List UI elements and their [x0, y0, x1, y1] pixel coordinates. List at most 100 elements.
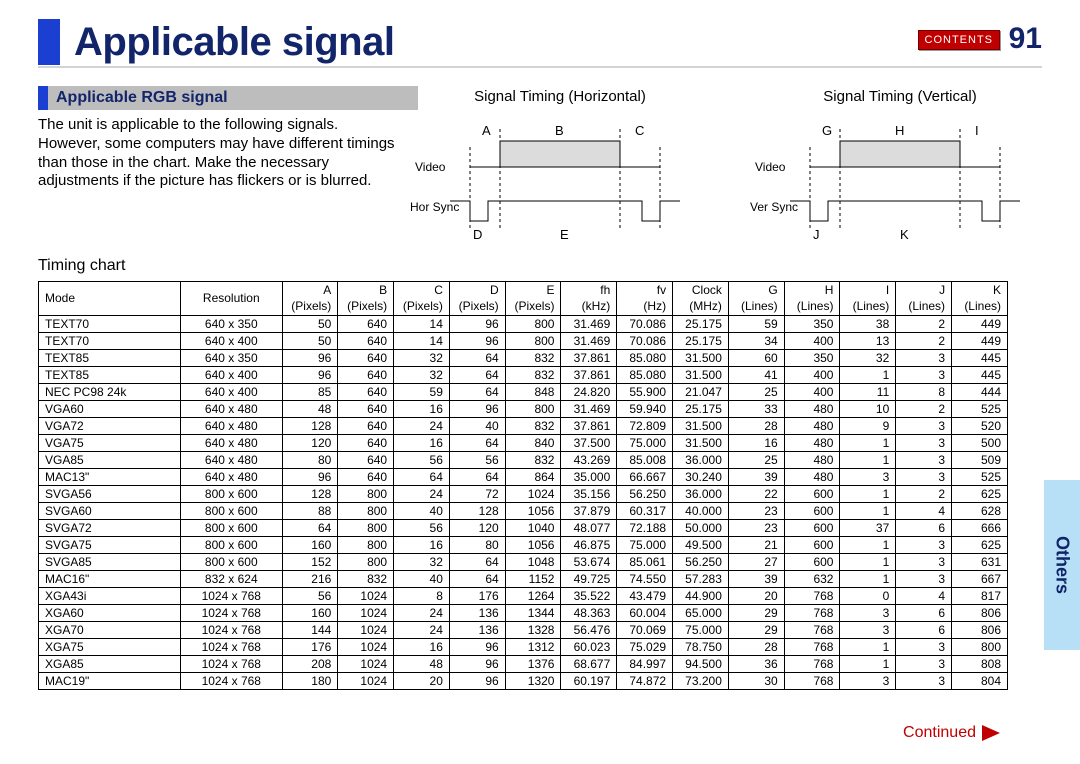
table-cell: 16	[394, 639, 450, 656]
col-unit: (Pixels)	[394, 299, 450, 316]
table-cell: VGA85	[39, 452, 181, 469]
table-cell: 37.879	[561, 503, 617, 520]
table-cell: 57.283	[673, 571, 729, 588]
vertical-timing-diagram: Signal Timing (Vertical) G H I J K Video…	[750, 88, 1050, 251]
table-cell: MAC19"	[39, 673, 181, 690]
table-cell: TEXT85	[39, 367, 181, 384]
table-cell: 3	[896, 435, 952, 452]
table-cell: 56	[394, 520, 450, 537]
table-cell: 1	[840, 656, 896, 673]
table-cell: 70.086	[617, 333, 673, 350]
table-cell: 48.363	[561, 605, 617, 622]
table-cell: 400	[784, 333, 840, 350]
table-cell: 445	[952, 350, 1008, 367]
col-header: Mode	[39, 282, 181, 316]
col-unit: (Pixels)	[505, 299, 561, 316]
continued-indicator: Continued	[903, 724, 1000, 742]
table-cell: 600	[784, 554, 840, 571]
table-cell: 75.000	[617, 435, 673, 452]
table-cell: 136	[449, 622, 505, 639]
table-cell: 37.861	[561, 350, 617, 367]
table-cell: 128	[282, 418, 338, 435]
table-cell: 640 x 350	[181, 350, 282, 367]
table-cell: SVGA72	[39, 520, 181, 537]
table-cell: 34	[728, 333, 784, 350]
table-cell: 1024	[338, 673, 394, 690]
table-cell: SVGA85	[39, 554, 181, 571]
table-cell: 96	[449, 639, 505, 656]
title-accent-bar	[38, 19, 60, 65]
table-cell: 31.469	[561, 316, 617, 333]
table-cell: 400	[784, 384, 840, 401]
table-cell: 66.667	[617, 469, 673, 486]
table-cell: 37.861	[561, 367, 617, 384]
table-cell: XGA75	[39, 639, 181, 656]
contents-button[interactable]: CONTENTS	[918, 30, 1001, 50]
table-cell: XGA43i	[39, 588, 181, 605]
table-cell: 832	[505, 418, 561, 435]
table-cell: 37.500	[561, 435, 617, 452]
table-cell: 23	[728, 520, 784, 537]
table-cell: 1152	[505, 571, 561, 588]
table-cell: 449	[952, 316, 1008, 333]
table-cell: 94.500	[673, 656, 729, 673]
table-cell: 31.500	[673, 435, 729, 452]
table-cell: 1	[840, 554, 896, 571]
table-cell: 832	[505, 350, 561, 367]
table-cell: 31.469	[561, 401, 617, 418]
diag-h-sync: Hor Sync	[410, 200, 459, 214]
table-cell: 59.940	[617, 401, 673, 418]
diag-h-E: E	[560, 227, 569, 242]
table-cell: 72.188	[617, 520, 673, 537]
diag-v-G: G	[822, 123, 832, 138]
table-cell: 800	[338, 537, 394, 554]
table-cell: 21.047	[673, 384, 729, 401]
table-cell: 32	[394, 350, 450, 367]
table-cell: 160	[282, 537, 338, 554]
col-unit: (Lines)	[840, 299, 896, 316]
table-cell: 152	[282, 554, 338, 571]
table-cell: 600	[784, 537, 840, 554]
table-cell: 75.000	[617, 537, 673, 554]
table-cell: 31.500	[673, 418, 729, 435]
table-cell: VGA75	[39, 435, 181, 452]
table-cell: 3	[896, 571, 952, 588]
table-cell: 640 x 480	[181, 452, 282, 469]
table-cell: 40.000	[673, 503, 729, 520]
col-header: K	[952, 282, 1008, 299]
table-cell: 1344	[505, 605, 561, 622]
col-header: D	[449, 282, 505, 299]
table-cell: 1048	[505, 554, 561, 571]
table-cell: 50	[282, 316, 338, 333]
table-cell: 31.500	[673, 350, 729, 367]
table-cell: 600	[784, 486, 840, 503]
table-cell: 3	[896, 452, 952, 469]
table-cell: 800	[338, 486, 394, 503]
table-cell: 1056	[505, 503, 561, 520]
table-cell: 1376	[505, 656, 561, 673]
table-cell: 1024 x 768	[181, 605, 282, 622]
table-cell: 480	[784, 452, 840, 469]
table-cell: 1024 x 768	[181, 656, 282, 673]
table-cell: 3	[896, 554, 952, 571]
horizontal-diagram-svg: A B C D E Video Hor Sync	[410, 111, 710, 251]
table-cell: 38	[840, 316, 896, 333]
col-header: fh	[561, 282, 617, 299]
table-cell: 640 x 480	[181, 469, 282, 486]
table-cell: 1	[840, 503, 896, 520]
diag-h-video: Video	[415, 160, 446, 174]
table-cell: 36	[728, 656, 784, 673]
table-cell: 64	[449, 435, 505, 452]
table-cell: 65.000	[673, 605, 729, 622]
table-cell: 640 x 480	[181, 418, 282, 435]
table-cell: 64	[449, 350, 505, 367]
diag-h-C: C	[635, 123, 644, 138]
table-cell: 10	[840, 401, 896, 418]
table-cell: 768	[784, 605, 840, 622]
table-cell: 800	[505, 401, 561, 418]
side-tab[interactable]: Others	[1044, 480, 1080, 650]
table-cell: 49.725	[561, 571, 617, 588]
table-cell: 37	[840, 520, 896, 537]
col-unit: (Pixels)	[338, 299, 394, 316]
table-cell: 640	[338, 435, 394, 452]
